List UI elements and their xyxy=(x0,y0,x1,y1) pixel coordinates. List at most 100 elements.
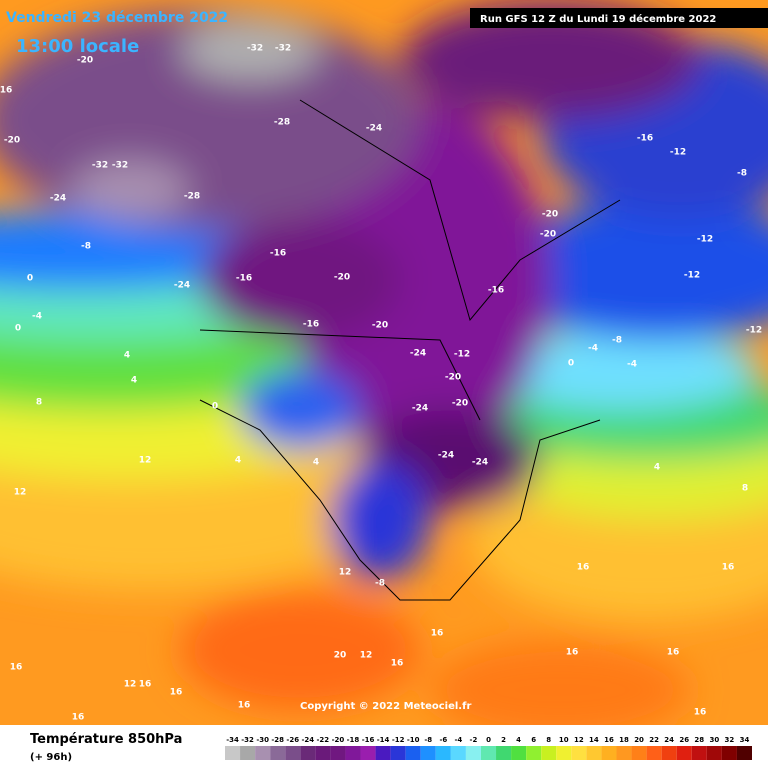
colorbar-cell xyxy=(706,746,722,760)
colorbar-tick-label: 8 xyxy=(546,736,551,744)
colorbar-tick-label: 32 xyxy=(725,736,735,744)
colorbar-tick-label: -12 xyxy=(392,736,405,744)
contour-label: -24 xyxy=(174,281,190,291)
colorbar-tick-label: -22 xyxy=(317,736,330,744)
contour-label: -28 xyxy=(184,192,200,202)
contour-label: 4 xyxy=(235,456,241,466)
colorbar-cell xyxy=(571,746,587,760)
colorbar-cell xyxy=(300,746,316,760)
colorbar-tick-label: 16 xyxy=(604,736,614,744)
colorbar-tick-label: -34 xyxy=(226,736,239,744)
contour-label: -12 xyxy=(746,326,762,336)
contour-label: -24 xyxy=(366,124,382,134)
colorbar-tick-label: 2 xyxy=(501,736,506,744)
contour-label: 8 xyxy=(742,484,748,494)
colorbar-cell xyxy=(330,746,346,760)
contour-label: 16 xyxy=(72,713,85,723)
legend-title: Température 850hPa xyxy=(30,732,182,747)
colorbar-tick-label: 12 xyxy=(574,736,584,744)
contour-label: 12 xyxy=(339,568,352,578)
contour-label: -8 xyxy=(81,242,91,252)
contour-label: 20 xyxy=(334,651,347,661)
colorbar-tick-label: 26 xyxy=(679,736,689,744)
colorbar-cell xyxy=(586,746,602,760)
contour-label: -12 xyxy=(454,350,470,360)
colorbar-cell xyxy=(285,746,301,760)
contour-label: -12 xyxy=(697,235,713,245)
colorbar-tick-label: 0 xyxy=(486,736,491,744)
colorbar-cell xyxy=(541,746,557,760)
colorbar-cell xyxy=(721,746,737,760)
colorbar-cell xyxy=(646,746,662,760)
contour-label: -20 xyxy=(77,56,93,66)
colorbar-tick-label: 28 xyxy=(694,736,704,744)
contour-label: 16 xyxy=(667,648,680,658)
colorbar-tick-label: -10 xyxy=(407,736,420,744)
contour-label: -20 xyxy=(445,373,461,383)
colorbar-tick-label: 4 xyxy=(516,736,521,744)
colorbar-tick-label: 22 xyxy=(649,736,659,744)
colorbar-cell xyxy=(511,746,527,760)
colorbar-cell xyxy=(240,746,256,760)
colorbar-cell xyxy=(435,746,451,760)
legend-subtitle: (+ 96h) xyxy=(30,752,72,763)
contour-label: 16 xyxy=(431,629,444,639)
contour-label: -8 xyxy=(612,336,622,346)
colorbar-cell xyxy=(556,746,572,760)
contour-label: -20 xyxy=(372,321,388,331)
contour-label: -32 xyxy=(112,161,128,171)
copyright: Copyright © 2022 Meteociel.fr xyxy=(300,701,471,712)
colorbar-tick-label: -20 xyxy=(332,736,345,744)
contour-label: -24 xyxy=(50,194,66,204)
contour-label: 12 xyxy=(360,651,373,661)
contour-label: -20 xyxy=(540,230,556,240)
colorbar-tick-label: 20 xyxy=(634,736,644,744)
colorbar-cell xyxy=(496,746,512,760)
contour-label: -24 xyxy=(412,404,428,414)
contour-label: 4 xyxy=(131,376,137,386)
contour-label: 16 xyxy=(139,680,152,690)
contour-label: 12 xyxy=(14,488,27,498)
colorbar-tick-label: -14 xyxy=(377,736,390,744)
contour-label: 4 xyxy=(313,458,319,468)
contour-label: -12 xyxy=(670,148,686,158)
colorbar-cell xyxy=(255,746,271,760)
colorbar-cell xyxy=(465,746,481,760)
colorbar-cell xyxy=(360,746,376,760)
contour-label: 12 xyxy=(139,456,152,466)
colorbar-tick-label: -16 xyxy=(362,736,375,744)
map-time: 13:00 locale xyxy=(16,36,139,57)
contour-label: -24 xyxy=(472,458,488,468)
contour-label: 0 xyxy=(15,324,21,334)
colorbar-tick-label: -26 xyxy=(286,736,299,744)
contour-label: -16 xyxy=(488,286,504,296)
contour-label: -32 xyxy=(275,44,291,54)
colorbar-tick-label: 30 xyxy=(709,736,719,744)
colorbar-cell xyxy=(526,746,542,760)
contour-label: 16 xyxy=(577,563,590,573)
contour-label: 0 xyxy=(27,274,33,284)
colorbar-cell xyxy=(270,746,286,760)
colorbar-tick-label: -24 xyxy=(301,736,314,744)
colorbar-tick-label: -28 xyxy=(271,736,284,744)
contour-label: -24 xyxy=(410,349,426,359)
contour-label: -20 xyxy=(452,399,468,409)
colorbar-cell xyxy=(375,746,391,760)
colorbar-cell xyxy=(480,746,497,760)
colorbar: -34 -32 -30 -28 -26 -24 -22 -20 -18 -16 -14 -12 -10-… xyxy=(225,736,752,760)
contour-label: 0 xyxy=(212,402,218,412)
colorbar-cell xyxy=(315,746,331,760)
colorbar-cell xyxy=(450,746,466,760)
colorbar-cell xyxy=(225,746,241,760)
contour-label: 4 xyxy=(124,351,130,361)
colorbar-cell xyxy=(345,746,361,760)
contour-label: -16 xyxy=(270,249,286,259)
colorbar-tick-label: -30 xyxy=(256,736,269,744)
colorbar-tick-label: -2 xyxy=(470,736,478,744)
contour-label: -32 xyxy=(247,44,263,54)
contour-label: -16 xyxy=(303,320,319,330)
colorbar-tick-label: -8 xyxy=(424,736,432,744)
contour-label: -20 xyxy=(4,136,20,146)
